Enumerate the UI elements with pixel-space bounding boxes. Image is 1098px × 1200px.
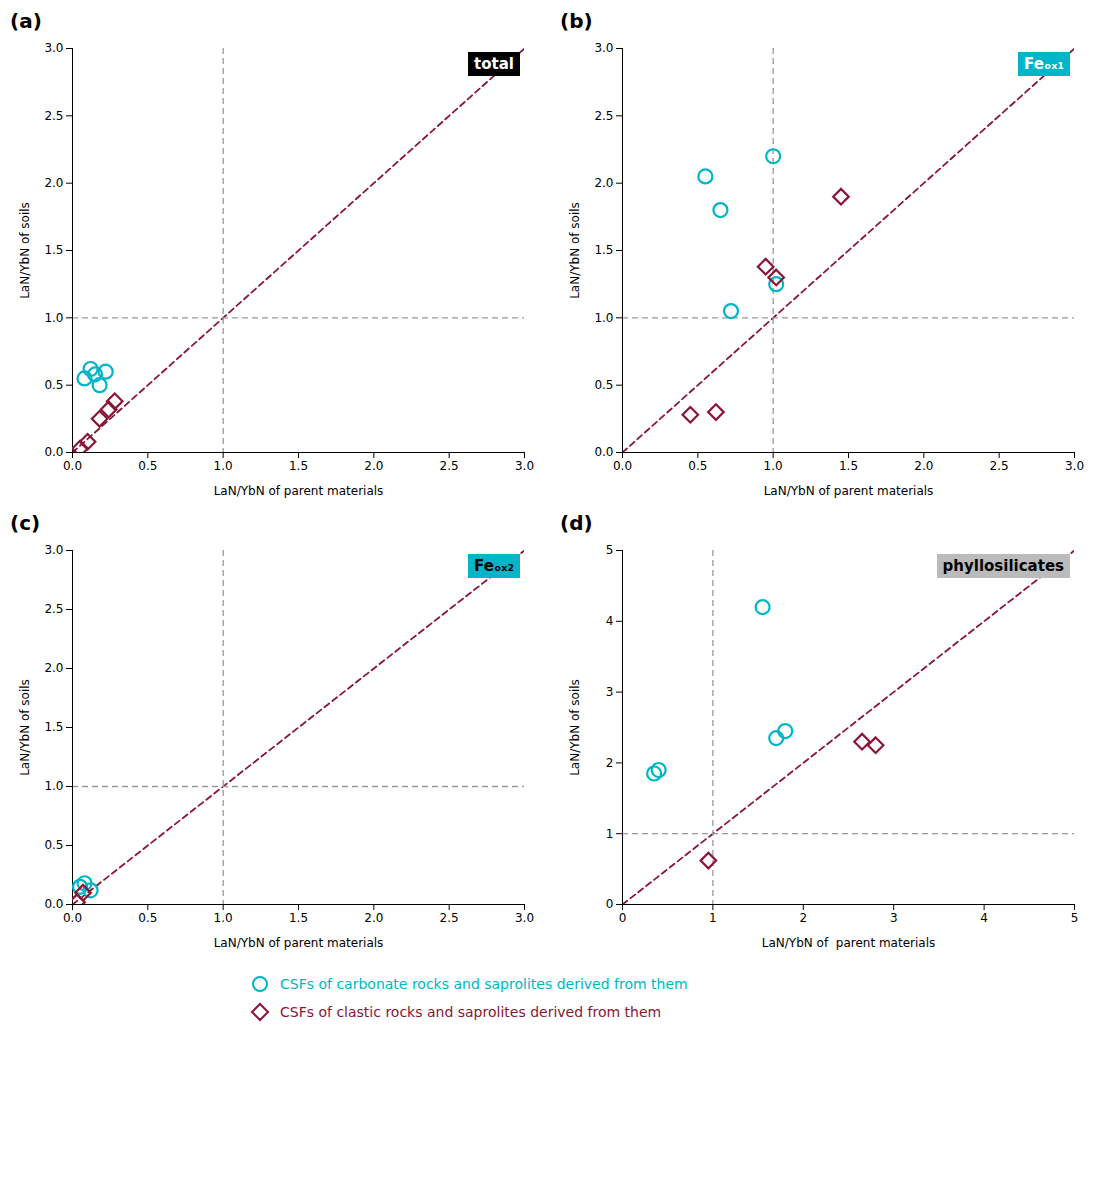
svg-text:3.0: 3.0 — [1065, 459, 1084, 473]
svg-text:5: 5 — [1071, 911, 1079, 925]
svg-text:3: 3 — [606, 685, 614, 699]
svg-text:0.5: 0.5 — [138, 459, 157, 473]
html-text:CSFs of carbonate rocks and sa: CSFs of carbonate rocks and saprolites d… — [280, 976, 688, 992]
svg-text:1.5: 1.5 — [44, 243, 63, 257]
svg-text:LaN/YbN of parent materials: LaN/YbN of parent materials — [214, 936, 384, 950]
svg-text:5: 5 — [606, 543, 614, 557]
html-text:(c): (c) — [10, 511, 41, 535]
svg-text:2.0: 2.0 — [44, 176, 63, 190]
svg-text:3.0: 3.0 — [44, 543, 63, 557]
svg-text:4: 4 — [980, 911, 988, 925]
svg-text:1.5: 1.5 — [289, 459, 308, 473]
svg-text:2.0: 2.0 — [594, 176, 613, 190]
svg-text:2.5: 2.5 — [440, 459, 459, 473]
html-text:total: total — [474, 55, 514, 73]
svg-text:LaN/YbN of soils: LaN/YbN of soils — [568, 202, 582, 299]
svg-text:2.5: 2.5 — [44, 602, 63, 616]
svg-text:1.5: 1.5 — [594, 243, 613, 257]
svg-text:3.0: 3.0 — [515, 459, 534, 473]
svg-text:1.0: 1.0 — [44, 311, 63, 325]
svg-text:2.5: 2.5 — [990, 459, 1009, 473]
svg-text:2.0: 2.0 — [364, 911, 383, 925]
svg-text:2.0: 2.0 — [914, 459, 933, 473]
svg-text:0.0: 0.0 — [63, 911, 82, 925]
svg-text:0.0: 0.0 — [63, 459, 82, 473]
svg-text:LaN/YbN of parent materials: LaN/YbN of parent materials — [214, 484, 384, 498]
svg-text:2.5: 2.5 — [440, 911, 459, 925]
html-text:CSFs of clastic rocks and sapr: CSFs of clastic rocks and saprolites der… — [280, 1004, 662, 1020]
svg-text:3.0: 3.0 — [515, 911, 534, 925]
svg-text:0.5: 0.5 — [594, 378, 613, 392]
html-text:(d): (d) — [560, 511, 593, 535]
svg-text:0.0: 0.0 — [44, 897, 63, 911]
html-text:Feₒₓ₂: Feₒₓ₂ — [474, 557, 514, 575]
svg-text:0.5: 0.5 — [688, 459, 707, 473]
svg-text:LaN/YbN of parent materials: LaN/YbN of parent materials — [762, 936, 935, 950]
svg-text:0.5: 0.5 — [138, 911, 157, 925]
svg-text:0.5: 0.5 — [44, 378, 63, 392]
svg-text:2.5: 2.5 — [44, 109, 63, 123]
svg-text:1.5: 1.5 — [839, 459, 858, 473]
html-text:(a): (a) — [10, 9, 42, 33]
svg-text:0.0: 0.0 — [44, 445, 63, 459]
svg-text:2.5: 2.5 — [594, 109, 613, 123]
svg-text:LaN/YbN of soils: LaN/YbN of soils — [18, 202, 32, 299]
svg-text:0: 0 — [619, 911, 627, 925]
svg-text:2: 2 — [799, 911, 807, 925]
svg-text:2.0: 2.0 — [364, 459, 383, 473]
svg-text:2: 2 — [606, 756, 614, 770]
svg-text:LaN/YbN of parent materials: LaN/YbN of parent materials — [764, 484, 934, 498]
html-text:phyllosilicates: phyllosilicates — [942, 557, 1064, 575]
svg-text:1.5: 1.5 — [289, 911, 308, 925]
svg-text:LaN/YbN of soils: LaN/YbN of soils — [568, 679, 582, 776]
svg-text:2.0: 2.0 — [44, 661, 63, 675]
svg-text:1.0: 1.0 — [214, 459, 233, 473]
svg-text:0.0: 0.0 — [613, 459, 632, 473]
svg-text:1.0: 1.0 — [44, 779, 63, 793]
svg-text:4: 4 — [606, 614, 614, 628]
svg-text:1: 1 — [606, 827, 614, 841]
svg-text:0.5: 0.5 — [44, 838, 63, 852]
html-text:Feₒₓ₁: Feₒₓ₁ — [1024, 55, 1064, 73]
svg-text:1.0: 1.0 — [214, 911, 233, 925]
svg-text:0.0: 0.0 — [594, 445, 613, 459]
svg-text:1.5: 1.5 — [44, 720, 63, 734]
html-text:(b): (b) — [560, 9, 593, 33]
svg-text:1.0: 1.0 — [594, 311, 613, 325]
svg-text:0: 0 — [606, 897, 614, 911]
svg-text:3: 3 — [890, 911, 898, 925]
svg-text:LaN/YbN of soils: LaN/YbN of soils — [18, 679, 32, 776]
svg-text:1.0: 1.0 — [764, 459, 783, 473]
svg-text:1: 1 — [709, 911, 717, 925]
svg-text:3.0: 3.0 — [594, 41, 613, 55]
svg-text:3.0: 3.0 — [44, 41, 63, 55]
